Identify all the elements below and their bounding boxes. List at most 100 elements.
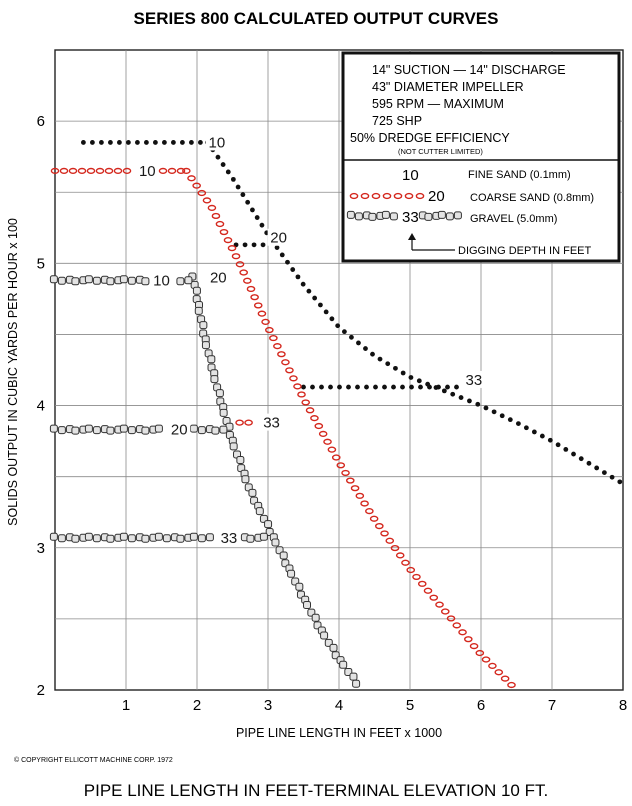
coarse-branch-mark: [59, 167, 69, 174]
legend-coarse-mark: [349, 192, 359, 200]
gravel-curve-mark: [215, 389, 224, 398]
fine-depth-20-branch: 20: [233, 228, 290, 248]
fine-branch-mark: [355, 384, 360, 390]
gravel-branch-mark: [259, 532, 268, 541]
label-backing: [205, 133, 228, 151]
coarse-branch-mark: [68, 167, 78, 174]
coarse-curve-mark: [369, 515, 379, 522]
gravel-depth-10-branch: 10: [49, 271, 193, 289]
coarse-branch-mark: [77, 167, 87, 174]
x-tick-label: 7: [548, 697, 556, 714]
gravel-branch-mark: [127, 426, 136, 435]
coarse-depth-label: 20: [210, 270, 227, 287]
legend-frame: [341, 51, 621, 263]
fine-curve-mark: [458, 395, 464, 400]
coarse-curve-mark: [253, 302, 263, 309]
fine-curve-mark: [385, 361, 391, 367]
coarse-depth-33-branch: 33: [235, 413, 283, 432]
legend-coarse-mark: [404, 192, 414, 200]
fine-branch-mark: [400, 384, 405, 390]
coarse-curve-mark: [360, 500, 369, 507]
gravel-branch-mark: [106, 277, 115, 286]
gravel-curve-mark: [248, 488, 257, 497]
coarse-curve-mark: [269, 334, 278, 342]
gravel-branch-mark: [84, 275, 93, 284]
fine-curve-mark: [240, 192, 246, 198]
coarse-curve-mark: [281, 359, 290, 366]
gravel-curve-mark: [192, 286, 201, 295]
gravel-branch-mark: [189, 532, 198, 541]
gravel-branch-mark: [71, 426, 80, 435]
coarse-curve-mark: [346, 477, 355, 484]
x-axis-label: PIPE LINE LENGTH IN FEET x 1000: [236, 726, 442, 740]
coarse-curve-mark: [310, 415, 319, 422]
fine-curve-mark: [416, 378, 422, 384]
gravel-branch-mark: [184, 276, 193, 285]
fine-branch-mark: [198, 140, 203, 145]
fine-curve-mark: [279, 252, 285, 258]
coarse-curve-mark: [231, 253, 241, 260]
legend-gravel-mark: [368, 212, 377, 221]
fine-branch-mark: [135, 140, 140, 145]
gravel-curve-mark: [194, 306, 203, 315]
gravel-branch-mark: [49, 424, 58, 433]
coarse-branch-mark: [122, 167, 132, 174]
gravel-curve-mark: [352, 679, 361, 688]
fine-depth-label: 20: [270, 230, 287, 247]
fine-curve-mark: [306, 288, 312, 294]
coarse-curve-mark: [412, 573, 421, 581]
coarse-curve-mark: [314, 422, 324, 430]
label-backing: [260, 413, 283, 431]
legend-coarse-label: COARSE SAND (0.8mm): [470, 192, 594, 204]
y-tick-label: 4: [37, 398, 45, 415]
fine-curve-mark: [356, 340, 361, 346]
gravel-branch-mark: [57, 534, 66, 543]
fine-curve-mark: [586, 460, 592, 466]
coarse-curve-mark: [227, 245, 237, 252]
fine-curve-mark: [491, 409, 497, 415]
x-tick-label: 4: [335, 697, 343, 714]
coarse-curve-mark: [355, 492, 365, 499]
coarse-curve-mark: [187, 175, 196, 182]
coarse-curve-mark: [350, 485, 360, 492]
legend-gravel-marks: [346, 210, 462, 221]
fine-branch-mark: [445, 384, 450, 390]
gravel-branch-mark: [127, 534, 136, 543]
coarse-branch-mark: [158, 167, 168, 174]
coarse-curve-mark: [385, 537, 395, 544]
fine-curve-mark: [617, 479, 623, 485]
coarse-depth-label: 10: [139, 163, 156, 180]
legend-gravel-label: GRAVEL (5.0mm): [470, 213, 557, 225]
fine-branch-mark: [454, 384, 459, 390]
coarse-curve-mark: [239, 269, 248, 276]
gravel-depth-20-branch: 20: [49, 420, 228, 439]
fine-branch-mark: [117, 140, 122, 145]
fine-curve-mark: [408, 375, 414, 380]
fine-branch-mark: [409, 384, 414, 390]
fine-curve-mark: [515, 421, 521, 427]
coarse-curve-mark: [265, 326, 274, 334]
fine-curve-mark: [400, 370, 406, 376]
coarse-curve-mark: [331, 454, 341, 461]
coarse-curve-mark: [440, 608, 450, 615]
fine-curve-mark: [467, 398, 472, 404]
series-gravel: 10 20 33: [49, 271, 361, 688]
gravel-branch-mark: [162, 534, 171, 543]
gravel-branch-mark: [141, 534, 150, 543]
coarse-curve-mark: [380, 530, 389, 537]
coarse-branch-mark: [167, 167, 177, 174]
gravel-branch-mark: [189, 424, 198, 433]
fine-curve-mark: [609, 474, 615, 480]
fine-branch-mark: [373, 384, 378, 390]
gravel-branch-mark: [57, 276, 66, 285]
gravel-curve-mark: [219, 408, 228, 417]
curves-layer: 10 20 33 10 20 33 10 20 33: [49, 133, 623, 689]
coarse-curve-mark: [207, 204, 217, 211]
coarse-curve-mark: [327, 446, 337, 453]
fine-branch-mark: [90, 140, 95, 145]
gravel-branch-mark: [57, 426, 66, 435]
fine-curve-mark: [349, 334, 354, 340]
coarse-curve-mark: [318, 430, 328, 437]
coarse-curve-mark: [235, 261, 245, 268]
